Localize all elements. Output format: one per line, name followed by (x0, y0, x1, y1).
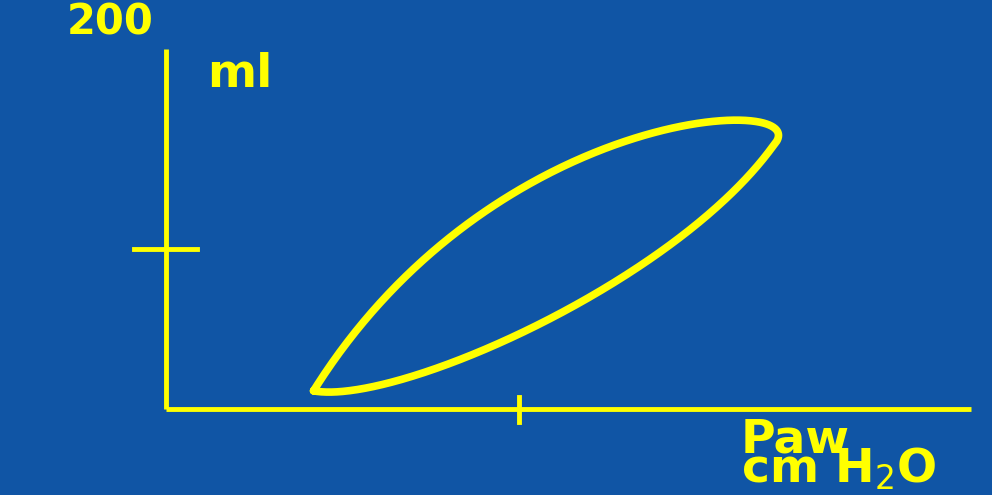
Text: cm H$_2$O: cm H$_2$O (741, 446, 936, 493)
Text: 200: 200 (66, 1, 154, 44)
Text: ml: ml (206, 52, 272, 97)
Text: Paw: Paw (741, 418, 850, 462)
